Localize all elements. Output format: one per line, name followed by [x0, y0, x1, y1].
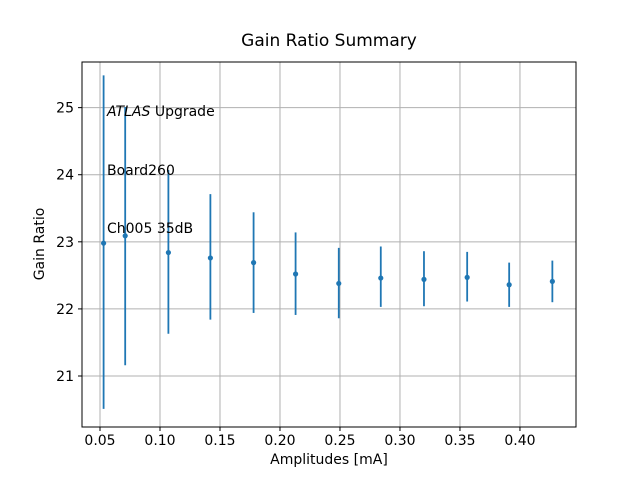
x-tick-label: 0.40: [504, 433, 535, 449]
plot-border: [81, 61, 577, 428]
x-tick-label: 0.20: [264, 433, 295, 449]
x-tick-label: 0.05: [84, 433, 115, 449]
x-axis-label: Amplitudes [mA]: [270, 452, 388, 468]
annotation-line-2: Board260: [107, 162, 175, 179]
annotation-line-1-rest: Upgrade: [150, 104, 215, 120]
annotation-atlas-italic: ATLAS: [107, 104, 151, 120]
x-tick-label: 0.30: [384, 433, 415, 449]
data-point-marker: [336, 280, 342, 287]
y-tick-label: 22: [56, 302, 74, 318]
y-tick-label: 21: [56, 369, 74, 385]
data-point-marker: [250, 260, 257, 266]
data-point-marker: [207, 255, 213, 261]
x-tick-label: 0.25: [324, 433, 355, 449]
y-tick-label: 24: [56, 168, 74, 184]
data-point-marker: [421, 276, 427, 282]
y-axis-label: Gain Ratio: [32, 207, 48, 281]
y-tick-label: 25: [56, 101, 74, 117]
y-tick-label: 23: [56, 235, 74, 251]
data-point-marker: [122, 233, 128, 239]
x-tick-label: 0.10: [144, 433, 175, 449]
data-point-marker: [100, 240, 107, 246]
data-point-marker: [165, 249, 171, 256]
x-tick-label: 0.15: [204, 433, 235, 449]
data-point-marker: [378, 275, 384, 281]
annotation-line-3: Ch005 35dB: [107, 221, 194, 237]
x-tick-label: 0.35: [444, 433, 475, 449]
plot-annotation: ATLAS Upgrade Board260 Ch005 35dB: [107, 64, 215, 279]
chart-title: Gain Ratio Summary: [241, 31, 417, 51]
data-point-marker: [464, 274, 470, 280]
data-point-marker: [292, 271, 299, 277]
data-point-marker: [506, 282, 512, 288]
data-point-marker: [549, 278, 555, 285]
annotation-line-1: ATLAS Upgrade: [107, 103, 215, 123]
